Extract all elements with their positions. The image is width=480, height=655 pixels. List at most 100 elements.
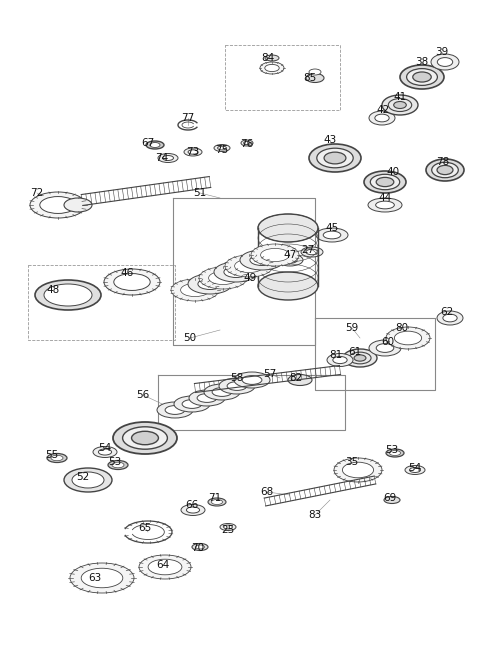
Ellipse shape <box>180 284 209 297</box>
Ellipse shape <box>306 250 318 255</box>
Ellipse shape <box>188 150 198 154</box>
Ellipse shape <box>349 352 371 364</box>
Text: 70: 70 <box>192 543 204 553</box>
Text: 73: 73 <box>186 147 200 157</box>
Text: 78: 78 <box>436 157 450 167</box>
Ellipse shape <box>199 267 247 289</box>
Ellipse shape <box>112 462 124 468</box>
Ellipse shape <box>40 196 76 214</box>
Text: 38: 38 <box>415 57 429 67</box>
Ellipse shape <box>354 355 366 361</box>
Ellipse shape <box>225 255 273 277</box>
Text: 63: 63 <box>88 573 102 583</box>
Ellipse shape <box>235 259 264 272</box>
Ellipse shape <box>47 453 67 462</box>
Ellipse shape <box>323 231 341 239</box>
Text: 54: 54 <box>408 463 421 473</box>
Text: 53: 53 <box>385 445 398 455</box>
Text: 50: 50 <box>183 333 197 343</box>
Ellipse shape <box>30 192 86 218</box>
Ellipse shape <box>104 269 160 295</box>
Ellipse shape <box>250 255 274 265</box>
Ellipse shape <box>157 402 193 418</box>
Text: 42: 42 <box>376 105 390 115</box>
Ellipse shape <box>368 198 402 212</box>
Ellipse shape <box>426 159 464 181</box>
Ellipse shape <box>139 555 191 579</box>
Text: 62: 62 <box>440 307 454 317</box>
Ellipse shape <box>217 146 227 150</box>
Ellipse shape <box>369 111 395 125</box>
Ellipse shape <box>184 148 202 156</box>
Ellipse shape <box>241 140 253 146</box>
Ellipse shape <box>208 498 226 506</box>
Text: 85: 85 <box>303 73 317 83</box>
Ellipse shape <box>376 344 394 352</box>
Ellipse shape <box>108 460 128 470</box>
Ellipse shape <box>409 468 420 472</box>
Ellipse shape <box>35 280 101 310</box>
Ellipse shape <box>150 143 160 147</box>
Text: 61: 61 <box>348 347 361 357</box>
Text: 80: 80 <box>396 323 408 333</box>
Text: 41: 41 <box>394 92 407 102</box>
Ellipse shape <box>375 114 389 122</box>
Ellipse shape <box>342 462 373 477</box>
Ellipse shape <box>214 145 230 151</box>
Text: 54: 54 <box>98 443 112 453</box>
Ellipse shape <box>212 388 232 396</box>
Ellipse shape <box>182 400 202 409</box>
Text: 83: 83 <box>308 510 322 520</box>
Ellipse shape <box>64 468 112 492</box>
Text: 48: 48 <box>47 285 60 295</box>
Ellipse shape <box>301 247 323 257</box>
Text: 72: 72 <box>30 188 44 198</box>
Text: 58: 58 <box>230 373 244 383</box>
Text: 76: 76 <box>240 139 253 149</box>
Ellipse shape <box>227 382 247 390</box>
Text: 40: 40 <box>386 167 399 177</box>
Ellipse shape <box>171 279 219 301</box>
Ellipse shape <box>198 278 222 290</box>
Ellipse shape <box>443 314 457 322</box>
Ellipse shape <box>158 153 178 162</box>
Ellipse shape <box>317 148 353 168</box>
Text: 55: 55 <box>46 450 59 460</box>
Ellipse shape <box>431 54 459 70</box>
Ellipse shape <box>382 95 418 115</box>
Text: 25: 25 <box>221 525 235 535</box>
Ellipse shape <box>148 559 182 575</box>
Ellipse shape <box>333 356 347 364</box>
Ellipse shape <box>163 155 173 160</box>
Ellipse shape <box>98 449 111 455</box>
Text: 77: 77 <box>181 113 194 123</box>
Ellipse shape <box>413 72 431 82</box>
Ellipse shape <box>388 98 412 111</box>
Text: 49: 49 <box>243 273 257 283</box>
Ellipse shape <box>376 178 394 187</box>
Ellipse shape <box>197 394 217 402</box>
Text: 82: 82 <box>289 373 302 383</box>
Ellipse shape <box>386 327 430 349</box>
Ellipse shape <box>72 472 104 488</box>
Ellipse shape <box>306 73 324 83</box>
Ellipse shape <box>240 250 284 270</box>
Ellipse shape <box>174 396 210 412</box>
Ellipse shape <box>244 141 250 145</box>
Ellipse shape <box>437 311 463 325</box>
Ellipse shape <box>369 340 401 356</box>
Ellipse shape <box>370 174 400 190</box>
Text: 67: 67 <box>142 138 155 148</box>
Ellipse shape <box>364 171 406 193</box>
Ellipse shape <box>261 248 289 261</box>
Text: 60: 60 <box>382 337 395 347</box>
Ellipse shape <box>242 375 262 384</box>
Ellipse shape <box>146 141 164 149</box>
Text: 64: 64 <box>156 560 169 570</box>
Text: 39: 39 <box>435 47 449 57</box>
Ellipse shape <box>407 69 437 85</box>
Text: 45: 45 <box>325 223 338 233</box>
Ellipse shape <box>181 504 205 515</box>
Ellipse shape <box>113 422 177 454</box>
Text: 65: 65 <box>138 523 152 533</box>
